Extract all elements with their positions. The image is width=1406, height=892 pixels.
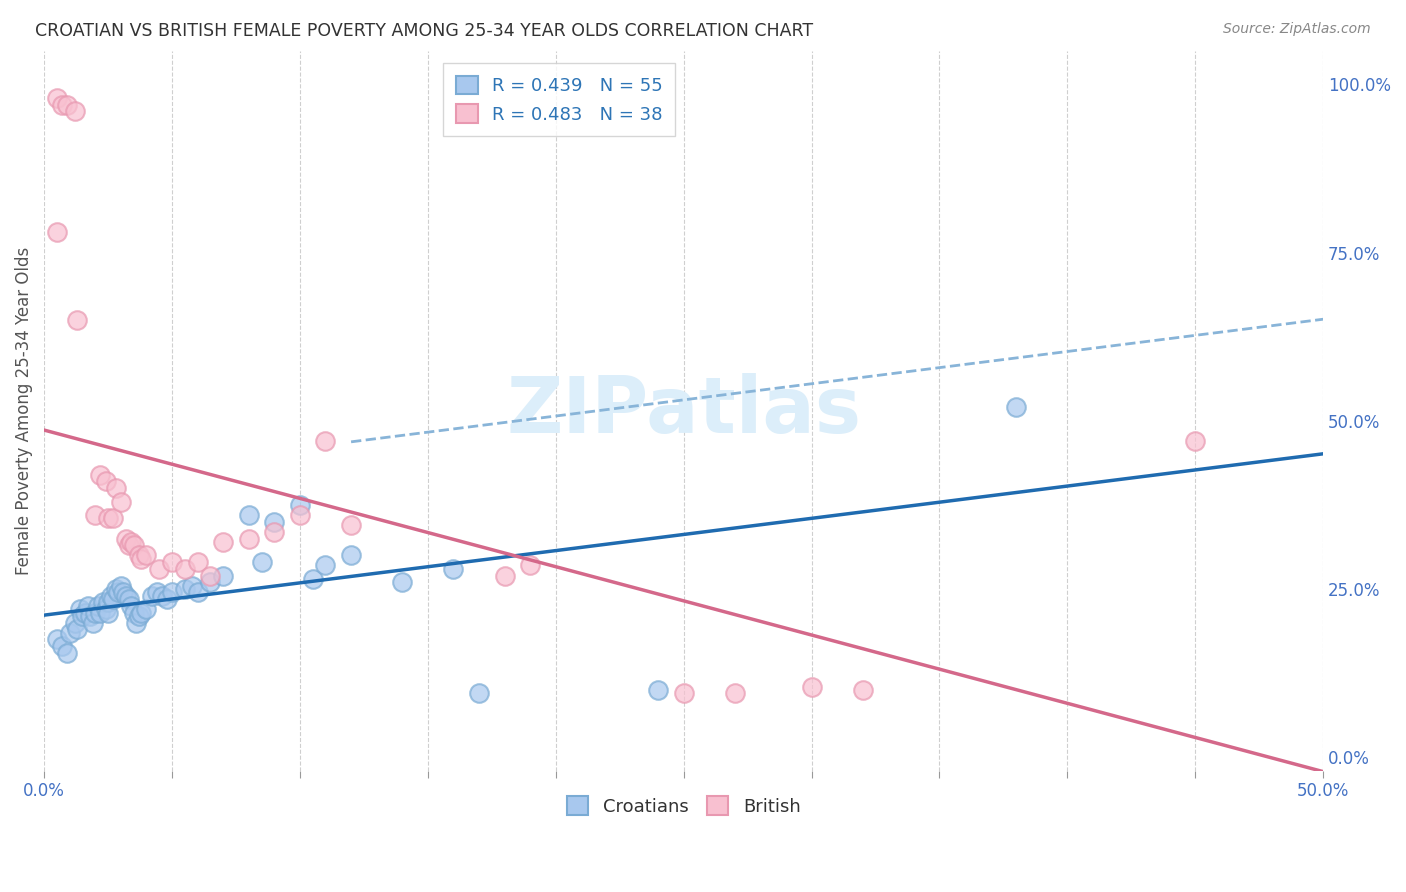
Point (100, 589, 122, 603)
Legend: Croatians, British: Croatians, British (555, 786, 811, 827)
Point (315, 558, 337, 573)
Point (82, 615, 104, 630)
Point (104, 481, 127, 495)
Point (79, 608, 101, 623)
Point (63, 104, 86, 119)
Point (101, 592, 124, 607)
Point (110, 494, 132, 508)
Point (94, 602, 117, 616)
Point (181, 579, 204, 593)
Point (1005, 401, 1028, 415)
Point (110, 579, 132, 593)
Point (301, 572, 323, 586)
Point (672, 686, 695, 700)
Point (117, 538, 139, 552)
Point (187, 585, 209, 599)
Point (173, 582, 195, 596)
Point (59, 625, 82, 640)
Point (89, 606, 111, 620)
Y-axis label: Female Poverty Among 25-34 Year Olds: Female Poverty Among 25-34 Year Olds (15, 246, 32, 574)
Point (800, 680, 823, 694)
Point (852, 682, 875, 697)
Point (724, 686, 747, 700)
Point (125, 615, 148, 630)
Point (200, 568, 222, 582)
Text: Source: ZipAtlas.com: Source: ZipAtlas.com (1223, 22, 1371, 37)
Point (66, 623, 89, 637)
Point (135, 549, 157, 563)
Point (45, 225, 67, 239)
Point (200, 575, 222, 590)
Point (122, 538, 145, 552)
Point (117, 592, 139, 607)
Point (101, 511, 124, 525)
Point (63, 615, 86, 630)
Point (148, 562, 170, 576)
Point (89, 467, 111, 482)
Point (250, 555, 273, 569)
Point (66, 313, 89, 327)
Point (288, 508, 311, 522)
Point (160, 555, 183, 569)
Point (45, 91, 67, 105)
Point (115, 532, 138, 546)
Point (150, 589, 173, 603)
Point (238, 532, 260, 546)
Point (120, 599, 142, 613)
Point (340, 518, 363, 533)
Point (212, 568, 235, 582)
Point (51, 639, 73, 653)
Point (315, 434, 337, 448)
Point (115, 589, 138, 603)
Point (263, 524, 285, 539)
Point (145, 585, 167, 599)
Point (160, 585, 183, 599)
Point (647, 682, 669, 697)
Point (494, 568, 516, 582)
Point (97, 595, 120, 609)
Point (212, 535, 235, 549)
Text: CROATIAN VS BRITISH FEMALE POVERTY AMONG 25-34 YEAR OLDS CORRELATION CHART: CROATIAN VS BRITISH FEMALE POVERTY AMONG… (35, 22, 813, 40)
Point (87, 599, 110, 613)
Point (84, 606, 107, 620)
Point (288, 498, 311, 512)
Point (72, 608, 94, 623)
Point (73, 606, 96, 620)
Point (141, 589, 163, 603)
Point (1184, 434, 1206, 448)
Point (76, 599, 98, 613)
Point (128, 608, 150, 623)
Point (173, 562, 195, 576)
Point (97, 511, 120, 525)
Point (56, 97, 79, 112)
Point (94, 475, 117, 489)
Point (263, 515, 285, 529)
Point (340, 549, 363, 563)
Point (122, 606, 145, 620)
Point (131, 551, 153, 566)
Point (69, 602, 91, 616)
Point (112, 585, 135, 599)
Point (107, 585, 129, 599)
Point (84, 508, 107, 522)
Point (128, 549, 150, 563)
Point (468, 686, 491, 700)
Point (135, 602, 157, 616)
Point (51, 97, 73, 112)
Point (120, 535, 142, 549)
Point (156, 592, 179, 607)
Point (391, 575, 413, 590)
Point (104, 582, 127, 596)
Point (238, 508, 260, 522)
Point (519, 558, 541, 573)
Text: ZIPatlas: ZIPatlas (506, 373, 860, 449)
Point (187, 555, 209, 569)
Point (45, 632, 67, 647)
Point (97, 606, 120, 620)
Point (56, 646, 79, 660)
Point (441, 562, 464, 576)
Point (131, 606, 153, 620)
Point (91, 595, 114, 609)
